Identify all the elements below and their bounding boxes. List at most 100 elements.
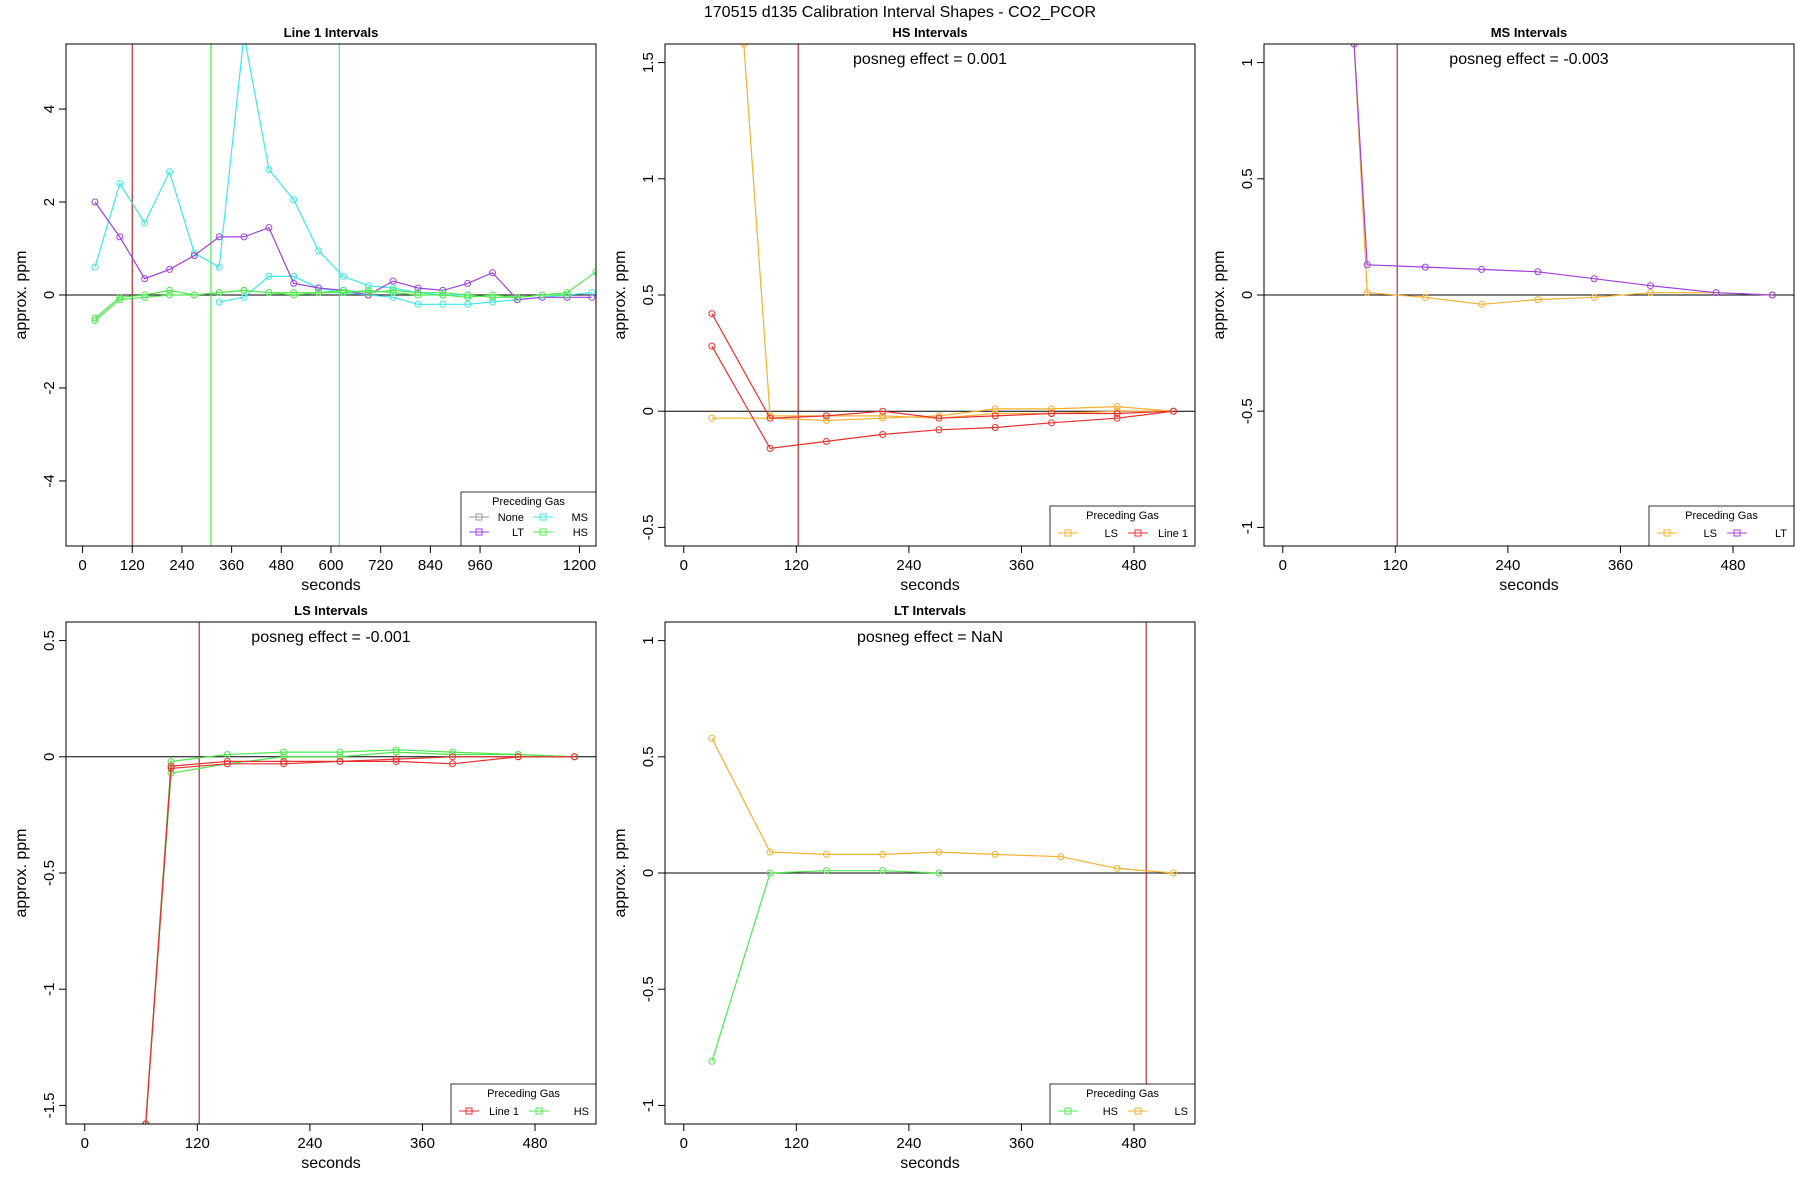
data-point — [392, 746, 400, 754]
data-point — [822, 850, 830, 858]
data-point — [1169, 407, 1177, 415]
data-point — [414, 284, 422, 292]
x-tick-label: 0 — [78, 557, 86, 574]
series-line-ls — [711, 405, 1174, 422]
data-point — [167, 764, 175, 772]
x-tick-label: 120 — [120, 557, 145, 574]
legend-swatch-box — [475, 528, 483, 536]
x-axis-label: seconds — [900, 1155, 960, 1172]
data-point — [935, 412, 943, 420]
data-point — [708, 414, 716, 422]
data-point — [488, 269, 496, 277]
legend-swatch-box — [1134, 1107, 1142, 1115]
y-tick-label: 0 — [1239, 291, 1256, 299]
data-point — [464, 279, 472, 287]
data-point — [563, 291, 571, 299]
page-title: 170515 d135 Calibration Interval Shapes … — [704, 4, 1096, 21]
x-tick-label: 600 — [318, 557, 343, 574]
series-line-lt — [94, 201, 592, 301]
panel-5: LT Intervals 0 120 240 360 480 -1 -0.5 0 0.5 1 seco… — [612, 603, 1196, 1172]
y-tick-label: -0.5 — [640, 514, 657, 540]
y-tick-label: 4 — [41, 105, 58, 113]
data-point — [439, 286, 447, 294]
y-tick-label: 1 — [640, 175, 657, 183]
data-point — [488, 291, 496, 299]
panel-3: MS Intervals 0 120 240 360 480 -1 -0.5 0 0.5 1 seco… — [1211, 25, 1795, 594]
y-tick-label: -4 — [41, 474, 58, 487]
data-point — [708, 734, 716, 742]
legend: Preceding Gas LS LT — [1648, 505, 1795, 547]
data-point — [414, 291, 422, 299]
data-point — [1768, 291, 1776, 299]
data-point — [91, 198, 99, 206]
data-point — [240, 286, 248, 294]
data-point — [879, 414, 887, 422]
x-tick-label: 480 — [523, 1135, 548, 1152]
plot-area — [66, 44, 596, 546]
panel-title: LT Intervals — [894, 603, 966, 618]
y-tick-label: 0.5 — [640, 746, 657, 767]
data-point — [1534, 296, 1542, 304]
data-point — [439, 289, 447, 297]
data-point — [448, 748, 456, 756]
data-point — [240, 233, 248, 241]
x-tick-label: 120 — [784, 1135, 809, 1152]
data-point — [116, 296, 124, 304]
y-tick-label: 0.5 — [41, 630, 58, 651]
series-line-lt — [1353, 44, 1773, 296]
legend-box — [460, 491, 597, 547]
data-point — [1047, 410, 1055, 418]
legend-swatch-box — [475, 513, 483, 521]
x-tick-label: 120 — [1383, 557, 1408, 574]
data-point — [935, 426, 943, 434]
legend-box — [450, 1083, 597, 1125]
data-point — [265, 289, 273, 297]
legend-entry-label: LS — [1175, 1106, 1188, 1118]
series-line-ls — [1353, 44, 1773, 305]
data-point — [280, 760, 288, 768]
data-point — [879, 407, 887, 415]
data-point — [215, 263, 223, 271]
data-point — [223, 750, 231, 758]
data-point — [392, 757, 400, 765]
y-tick-label: -0.5 — [640, 976, 657, 1002]
x-tick-label: 360 — [1009, 557, 1034, 574]
y-tick-label: -2 — [41, 381, 58, 394]
data-point — [116, 233, 124, 241]
data-point — [766, 412, 774, 420]
x-tick-label: 0 — [680, 1135, 688, 1152]
legend-title: Preceding Gas — [1685, 510, 1758, 522]
data-point — [223, 760, 231, 768]
data-point — [1047, 419, 1055, 427]
data-point — [223, 757, 231, 765]
x-tick-label: 240 — [297, 1135, 322, 1152]
series-line-hs — [94, 271, 596, 319]
data-point — [166, 291, 174, 299]
data-point — [991, 405, 999, 413]
data-point — [265, 166, 273, 173]
panel-2: HS Intervals 0 120 240 360 480 -0.5 0 0.5 1 1.5 sec… — [612, 25, 1196, 594]
data-point — [1113, 403, 1121, 411]
data-point — [991, 423, 999, 431]
data-point — [167, 757, 175, 765]
y-tick-label: -1.5 — [41, 1092, 58, 1118]
data-point — [265, 272, 273, 280]
posneg-annotation: posneg effect = -0.001 — [251, 629, 410, 646]
x-tick-label: 240 — [896, 557, 921, 574]
data-point — [166, 286, 174, 294]
legend-entry-label: LS — [1105, 528, 1118, 540]
data-point — [240, 293, 248, 301]
data-point — [389, 293, 397, 301]
data-point — [448, 753, 456, 761]
legend-swatch-box — [1134, 529, 1142, 537]
x-tick-label: 960 — [468, 557, 493, 574]
series-line-line-1 — [145, 756, 575, 1124]
legend-entry-label: None — [498, 512, 524, 524]
data-point — [448, 760, 456, 768]
data-point — [1350, 44, 1358, 48]
y-tick-label: 0 — [640, 407, 657, 415]
data-point — [879, 430, 887, 438]
data-point — [142, 1120, 150, 1124]
